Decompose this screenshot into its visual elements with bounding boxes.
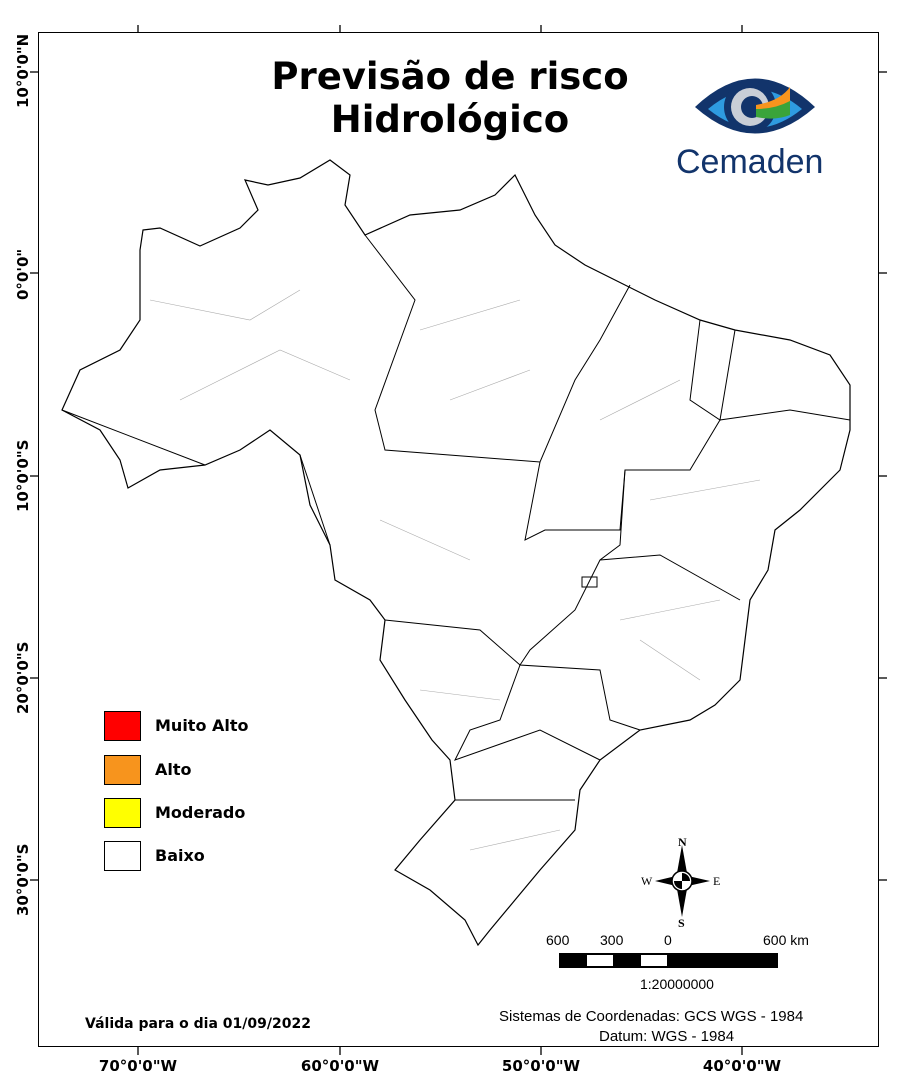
lon-label: 60°0'0"W	[300, 1057, 380, 1075]
compass-w: W	[641, 874, 653, 888]
scale-bar	[559, 953, 778, 968]
legend-label: Moderado	[155, 803, 246, 822]
state-borders	[61, 234, 851, 801]
legend-swatch-baixo	[104, 841, 141, 871]
lon-label: 70°0'0"W	[98, 1057, 178, 1075]
legend-label: Muito Alto	[155, 716, 249, 735]
legend-label: Baixo	[155, 846, 205, 865]
scale-label: 300	[600, 932, 624, 948]
cemaden-logo-text: Cemaden	[676, 143, 824, 181]
scale-ratio: 1:20000000	[640, 976, 714, 992]
lat-label: 10°0'0"S	[14, 439, 32, 512]
legend-swatch-alto	[104, 755, 141, 785]
scale-label: 600	[546, 932, 570, 948]
brazil-outline	[61, 159, 851, 947]
lat-label: 20°0'0"S	[14, 641, 32, 714]
graticule-ticks	[30, 25, 887, 1055]
compass-s: S	[678, 916, 685, 930]
legend-swatch-muito-alto	[104, 711, 141, 741]
map-title-line1: Previsão de risco	[271, 55, 629, 98]
coordinate-system: Sistemas de Coordenadas: GCS WGS - 1984	[499, 1008, 804, 1025]
legend-swatch-moderado	[104, 798, 141, 828]
validity-date: Válida para o dia 01/09/2022	[85, 1016, 311, 1032]
lat-label: 10°0'0"N	[14, 33, 32, 108]
lon-label: 40°0'0"W	[702, 1057, 782, 1075]
scale-label: 0	[664, 932, 672, 948]
map-title-line2: Hidrológico	[330, 98, 570, 141]
compass-e: E	[713, 874, 720, 888]
lat-label: 30°0'0"S	[14, 843, 32, 916]
scale-label: 600 km	[763, 932, 809, 948]
cemaden-logo	[690, 65, 820, 145]
compass-n: N	[678, 835, 687, 849]
lon-label: 50°0'0"W	[501, 1057, 581, 1075]
datum: Datum: WGS - 1984	[599, 1028, 735, 1045]
compass-rose-icon: N S W E	[641, 835, 720, 930]
lat-label: 0°0'0"	[14, 248, 32, 300]
legend-label: Alto	[155, 760, 192, 779]
municipal-borders	[149, 289, 761, 851]
map-frame	[38, 32, 879, 1047]
